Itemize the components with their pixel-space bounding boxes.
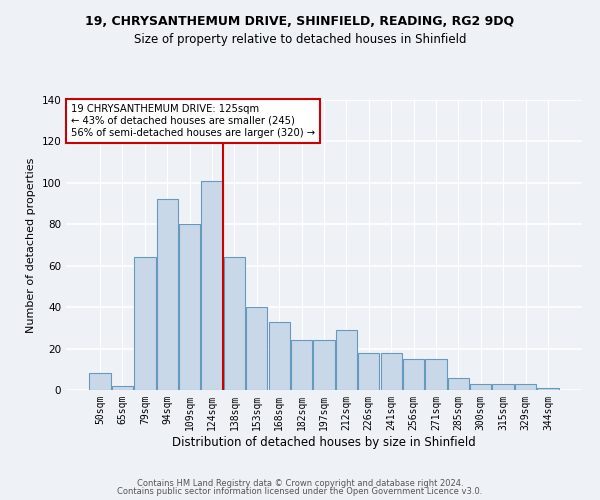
Bar — [313, 340, 335, 390]
Bar — [515, 384, 536, 390]
Bar — [291, 340, 312, 390]
Bar — [269, 322, 290, 390]
Bar — [380, 352, 402, 390]
Bar — [246, 307, 268, 390]
Bar — [336, 330, 357, 390]
Bar — [112, 386, 133, 390]
Bar — [179, 224, 200, 390]
Bar — [403, 359, 424, 390]
X-axis label: Distribution of detached houses by size in Shinfield: Distribution of detached houses by size … — [172, 436, 476, 448]
Bar — [448, 378, 469, 390]
Bar — [202, 181, 223, 390]
Bar — [224, 258, 245, 390]
Bar — [425, 359, 446, 390]
Text: 19, CHRYSANTHEMUM DRIVE, SHINFIELD, READING, RG2 9DQ: 19, CHRYSANTHEMUM DRIVE, SHINFIELD, READ… — [85, 15, 515, 28]
Bar — [157, 200, 178, 390]
Bar — [134, 258, 155, 390]
Bar — [493, 384, 514, 390]
Y-axis label: Number of detached properties: Number of detached properties — [26, 158, 36, 332]
Text: 19 CHRYSANTHEMUM DRIVE: 125sqm
← 43% of detached houses are smaller (245)
56% of: 19 CHRYSANTHEMUM DRIVE: 125sqm ← 43% of … — [71, 104, 315, 138]
Text: Contains public sector information licensed under the Open Government Licence v3: Contains public sector information licen… — [118, 487, 482, 496]
Bar — [89, 374, 111, 390]
Text: Contains HM Land Registry data © Crown copyright and database right 2024.: Contains HM Land Registry data © Crown c… — [137, 478, 463, 488]
Bar — [537, 388, 559, 390]
Bar — [470, 384, 491, 390]
Text: Size of property relative to detached houses in Shinfield: Size of property relative to detached ho… — [134, 32, 466, 46]
Bar — [358, 352, 379, 390]
